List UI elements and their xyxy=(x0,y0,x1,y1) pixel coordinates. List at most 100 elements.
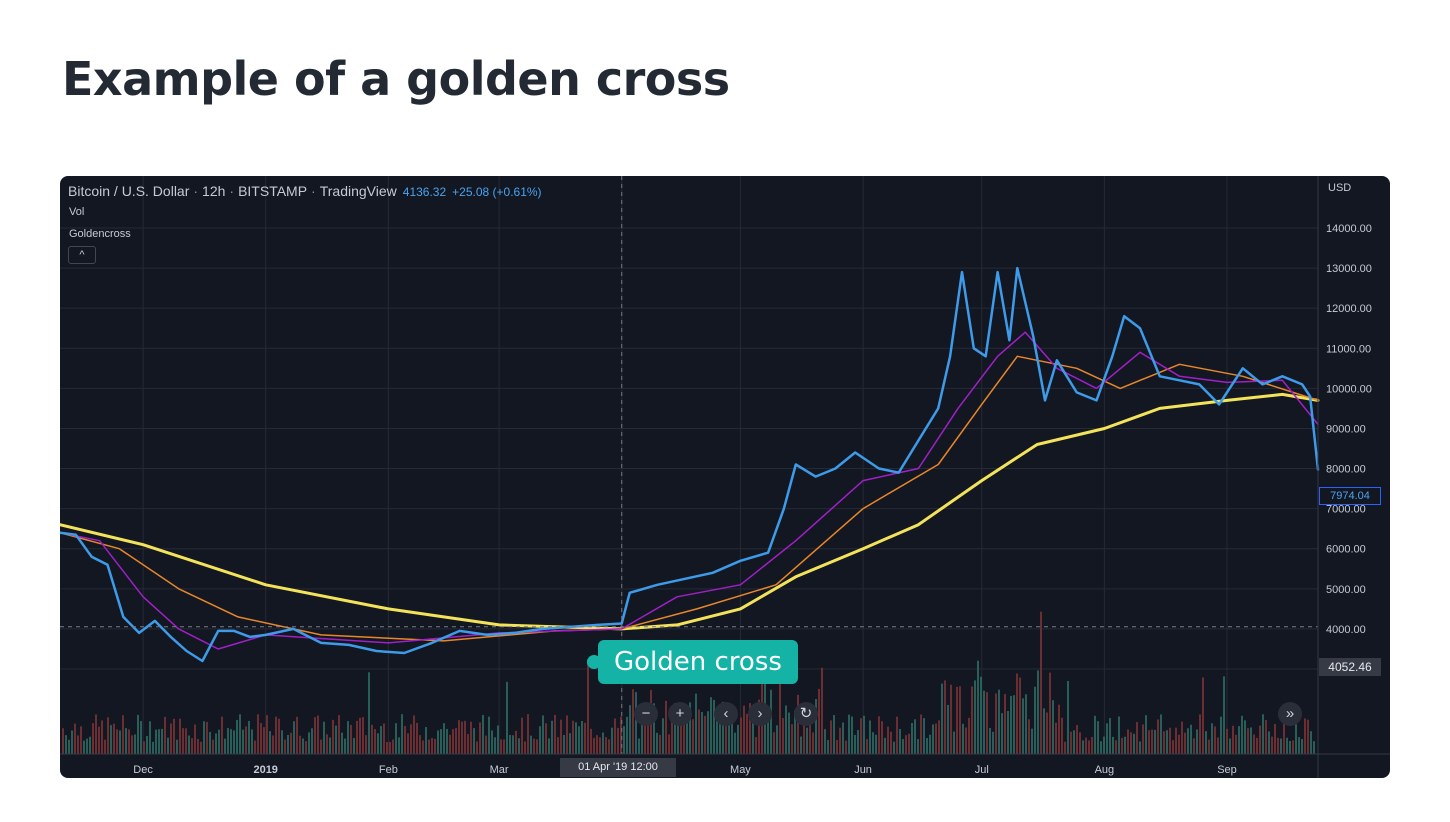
volume-bar xyxy=(1175,727,1177,754)
volume-bar xyxy=(905,735,907,754)
page-title: Example of a golden cross xyxy=(62,52,730,106)
scroll-right-button[interactable]: › xyxy=(748,702,772,726)
volume-bar xyxy=(1184,732,1186,754)
volume-bar xyxy=(1001,713,1003,754)
volume-bar xyxy=(398,737,400,754)
volume-bar xyxy=(362,717,364,754)
volume-bar xyxy=(1301,738,1303,754)
volume-bar xyxy=(773,732,775,754)
volume-bar xyxy=(695,693,697,754)
volume-bar xyxy=(275,716,277,754)
volume-bar xyxy=(1244,720,1246,754)
zoom-in-button[interactable]: + xyxy=(668,702,692,726)
price-chart[interactable]: 3000.004000.005000.006000.007000.008000.… xyxy=(60,176,1390,778)
volume-bar xyxy=(1208,739,1210,754)
volume-bar xyxy=(1226,728,1228,754)
volume-bar xyxy=(623,726,625,754)
volume-bar xyxy=(569,733,571,754)
y-tick-label: 5000.00 xyxy=(1326,584,1366,596)
zoom-out-button[interactable]: − xyxy=(634,702,658,726)
volume-bar xyxy=(641,705,643,754)
volume-bar xyxy=(1199,714,1201,754)
volume-bar xyxy=(458,720,460,754)
volume-bar xyxy=(1277,737,1279,754)
volume-bar xyxy=(434,738,436,754)
volume-bar xyxy=(293,721,295,754)
volume-bar xyxy=(326,734,328,754)
volume-bar xyxy=(992,731,994,754)
data-source: TradingView xyxy=(319,183,397,199)
volume-bar xyxy=(1040,611,1042,754)
volume-bar xyxy=(77,735,79,754)
volume-bar xyxy=(113,723,115,754)
axes: 3000.004000.005000.006000.007000.008000.… xyxy=(60,176,1390,778)
volume-bar xyxy=(1250,727,1252,754)
volume-bar xyxy=(1058,704,1060,754)
crosshair-date-label: 01 Apr '19 12:00 xyxy=(560,758,676,777)
volume-bar xyxy=(1013,695,1015,754)
volume-bar xyxy=(464,720,466,754)
volume-bar xyxy=(578,726,580,754)
volume-bar xyxy=(101,720,103,754)
reset-chart-button[interactable]: ↻ xyxy=(794,702,818,726)
volume-bar xyxy=(527,714,529,754)
volume-bar xyxy=(833,715,835,754)
volume-bar xyxy=(1304,718,1306,754)
volume-bar xyxy=(365,735,367,754)
volume-bar xyxy=(194,724,196,754)
y-tick-label: 14000.00 xyxy=(1326,223,1372,235)
volume-bar xyxy=(98,726,100,754)
volume-bar xyxy=(617,727,619,754)
volume-bar xyxy=(815,699,817,754)
volume-bar xyxy=(776,725,778,754)
volume-bar xyxy=(842,722,844,754)
volume-bar xyxy=(1148,730,1150,754)
currency-label: USD xyxy=(1328,182,1352,194)
go-to-realtime-button[interactable]: » xyxy=(1278,702,1302,726)
volume-bar xyxy=(377,733,379,754)
volume-bar xyxy=(149,721,151,754)
volume-bar xyxy=(1205,731,1207,754)
volume-bar xyxy=(506,681,508,754)
volume-bar xyxy=(278,718,280,754)
volume-bar xyxy=(689,702,691,754)
volume-bar xyxy=(560,719,562,754)
volume-bar xyxy=(86,738,88,754)
volume-bar xyxy=(1088,740,1090,754)
volume-bar xyxy=(923,718,925,754)
volume-bar xyxy=(89,736,91,754)
volume-bar xyxy=(1262,714,1264,754)
volume-bar xyxy=(860,718,862,754)
volume-bar xyxy=(824,729,826,754)
volume-bar xyxy=(1283,714,1285,754)
volume-bar xyxy=(644,710,646,754)
scroll-left-button[interactable]: ‹ xyxy=(714,702,738,726)
volume-bar xyxy=(863,715,865,754)
volume-bar xyxy=(287,734,289,754)
collapse-legend-button[interactable]: ^ xyxy=(68,246,96,264)
volume-bar xyxy=(308,732,310,754)
volume-bar xyxy=(770,689,772,754)
volume-bar xyxy=(74,723,76,754)
volume-bar xyxy=(977,660,979,754)
chart-card[interactable]: 3000.004000.005000.006000.007000.008000.… xyxy=(60,176,1390,778)
volume-bar xyxy=(131,735,133,754)
volume-bar xyxy=(1043,708,1045,754)
x-tick-label: Dec xyxy=(133,764,153,776)
volume-bar xyxy=(653,703,655,754)
volume-bar xyxy=(179,718,181,754)
volume-bar xyxy=(1133,733,1135,754)
volume-bar xyxy=(167,737,169,754)
volume-bar xyxy=(284,739,286,754)
volume-bar xyxy=(614,718,616,754)
volume-bar xyxy=(182,728,184,754)
volume-bar xyxy=(371,724,373,754)
volume-bar xyxy=(257,714,259,754)
golden-cross-callout: Golden cross xyxy=(598,640,798,684)
volume-bar xyxy=(794,710,796,754)
volume-bar xyxy=(926,737,928,754)
volume-bar xyxy=(1202,677,1204,754)
volume-bar xyxy=(632,689,634,754)
volume-bar xyxy=(1172,740,1174,754)
volume-bar xyxy=(677,709,679,754)
